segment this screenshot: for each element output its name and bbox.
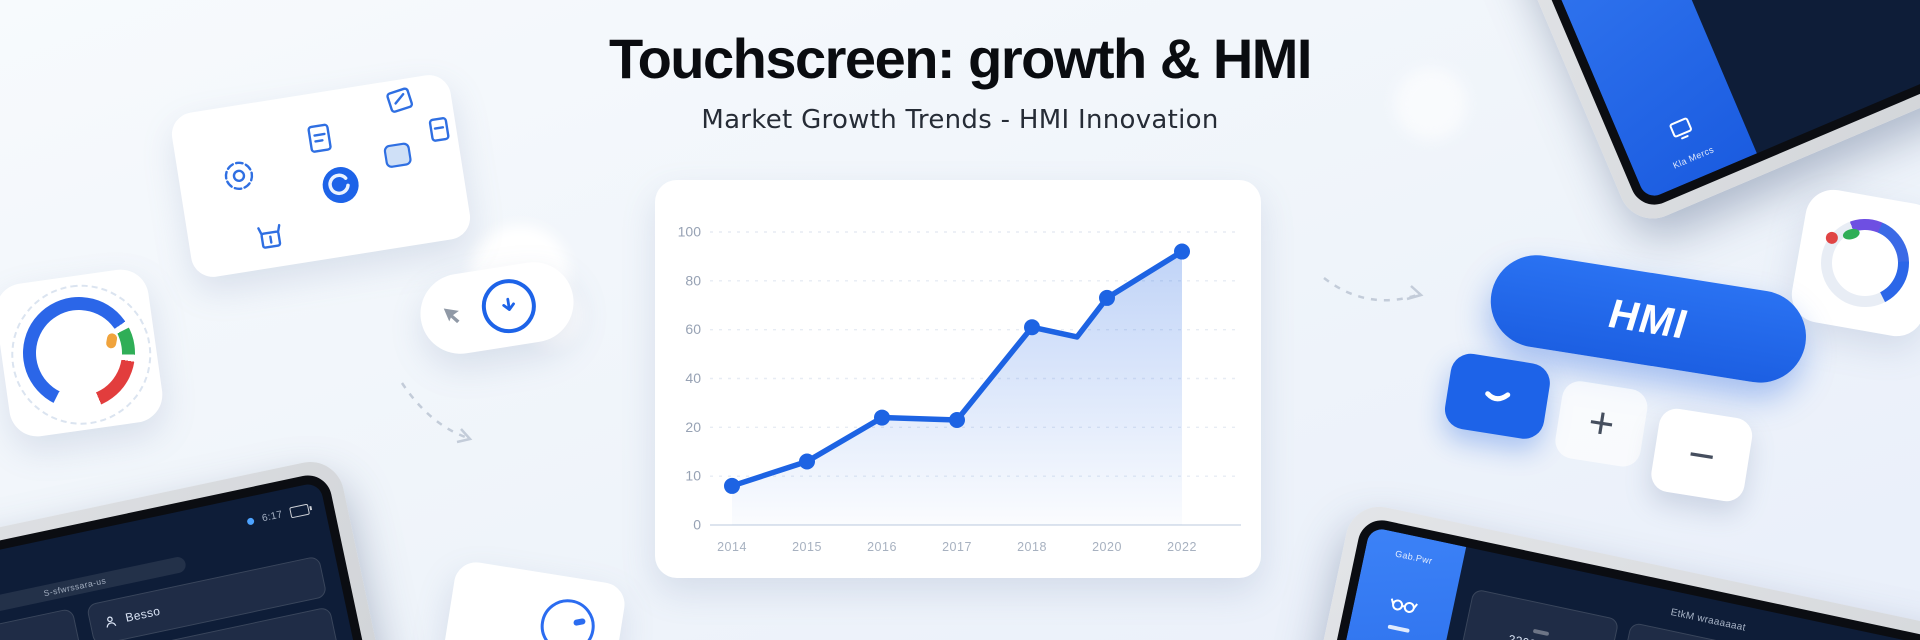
- refresh-card: [440, 559, 628, 640]
- cursor-icon: [443, 308, 460, 324]
- tablet-screen: 6:17 S-sfwrssara-us Trestren: [0, 481, 403, 640]
- svg-text:2017: 2017: [942, 540, 972, 554]
- tile-bar: [1532, 628, 1549, 636]
- person-icon: [106, 615, 117, 628]
- tablet-sidebar: Kla Mercs: [1485, 0, 1757, 201]
- tablet-tile: Besso: [85, 555, 328, 640]
- donut-gauge-card-left: [0, 266, 166, 440]
- primary-dot-icon: [322, 167, 359, 204]
- svg-text:2018: 2018: [1017, 540, 1047, 554]
- sidebar-caption: Kla Mercs: [1671, 144, 1716, 171]
- tablet-sidebar: Gab.Pwr 4G: [1290, 526, 1467, 640]
- page-subtitle: Market Growth Trends - HMI Innovation: [701, 105, 1219, 135]
- tablet-screen: Kla Mercs Gramsd Spessato Elmand Dasetra…: [1485, 0, 1920, 201]
- svg-text:80: 80: [685, 272, 701, 288]
- status-time: 6:17: [260, 508, 284, 524]
- tablet-tile: Trestren: [0, 607, 83, 640]
- hmi-button-label: HMI: [1603, 290, 1694, 347]
- growth-chart-card: 100 80 60 40 20 10 0 2014 2015 2016 2017 2018 2020 20…: [655, 180, 1261, 578]
- archive-box-icon: [257, 223, 282, 249]
- tablet-bezel: Kla Mercs Gramsd Spessato Elmand Dasetra…: [1473, 0, 1920, 213]
- status-dot: [246, 516, 256, 525]
- svg-text:2016: 2016: [867, 540, 897, 554]
- tablet-screen: Gab.Pwr 4G EtkM wraaaaaat: [1290, 526, 1920, 640]
- svg-text:2022: 2022: [1167, 540, 1197, 554]
- file-icon: [428, 117, 450, 142]
- tablet-mockup-bottom-left: 6:17 S-sfwrssara-us Trestren: [0, 455, 430, 640]
- background-blob: [1395, 68, 1467, 140]
- svg-text:0: 0: [693, 517, 701, 533]
- sidebar-bar: [1387, 624, 1410, 633]
- svg-text:2020: 2020: [1092, 540, 1122, 554]
- pointer-pill: [414, 256, 580, 360]
- badge-gear-icon: [224, 161, 254, 191]
- zoom-in-button[interactable]: +: [1552, 378, 1650, 470]
- battery-icon: [289, 503, 310, 518]
- page-title: Touchscreen: growth & HMI: [609, 27, 1312, 90]
- hmi-button-group: HMI + −: [1437, 244, 1813, 510]
- donut-chart-right: [1814, 212, 1916, 314]
- tablet-main: EtkM wraaaaaat 2203/1995 +5 Jmxvw Bas: [1387, 547, 1920, 640]
- tablet-mockup-bottom-right: Gab.Pwr 4G EtkM wraaaaaat: [1264, 500, 1920, 640]
- glasses-icon: [1390, 598, 1418, 613]
- tablet-column: Besso Scies - Sawecqztsd Wanbeos Asdevis…: [85, 555, 363, 640]
- tablet-bezel: Gab.Pwr 4G EtkM wraaaaaat: [1280, 515, 1920, 640]
- tile-square-icon: [383, 142, 412, 168]
- monitor-icon: [1669, 117, 1692, 140]
- download-icon: [502, 297, 515, 311]
- confirm-button[interactable]: [1442, 350, 1553, 442]
- header: Touchscreen: growth & HMI Market Growth …: [0, 0, 1920, 135]
- svg-text:100: 100: [678, 224, 702, 240]
- svg-text:40: 40: [685, 370, 701, 386]
- download-button[interactable]: [477, 275, 540, 338]
- tablet-grid: Trestren Whers P BOX LNS 1. Gasadoia C. …: [0, 555, 363, 640]
- document-icon: [307, 123, 332, 153]
- tablet-mockup-top-right: Kla Mercs Gramsd Spessato Elmand Dasetra…: [1456, 0, 1920, 230]
- svg-text:20: 20: [685, 419, 701, 435]
- hmi-controls-row: + −: [1437, 350, 1795, 510]
- svg-text:2014: 2014: [717, 540, 747, 554]
- sidebar-caption: Gab.Pwr: [1394, 548, 1434, 567]
- zoom-out-button[interactable]: −: [1648, 406, 1755, 504]
- feature-icons-card: [168, 71, 474, 281]
- circle-gauge-icon: [536, 595, 599, 640]
- svg-text:2015: 2015: [792, 540, 822, 554]
- check-swoosh-icon: [1485, 391, 1511, 402]
- svg-text:10: 10: [685, 468, 701, 484]
- note-edit-icon: [386, 87, 414, 113]
- tablet-main: 6:17 S-sfwrssara-us Trestren: [0, 482, 403, 640]
- tablet-bezel: 6:17 S-sfwrssara-us Trestren: [0, 471, 414, 640]
- svg-text:60: 60: [685, 321, 701, 337]
